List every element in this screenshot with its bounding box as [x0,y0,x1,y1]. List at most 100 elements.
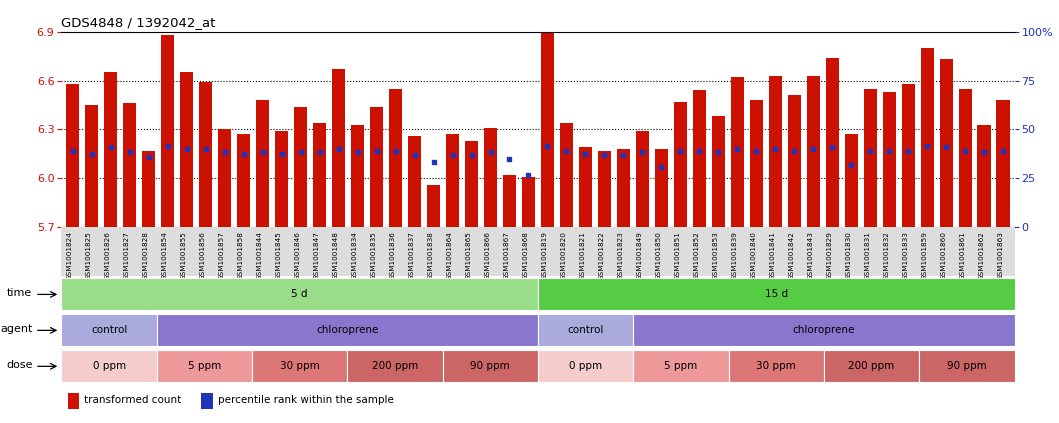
Bar [541,32,554,227]
Bar [920,48,934,227]
Text: dose: dose [6,360,33,370]
Text: GSM1001858: GSM1001858 [237,231,244,280]
Text: 30 ppm: 30 ppm [280,361,320,371]
Text: 15 d: 15 d [765,289,788,299]
Text: GSM1001821: GSM1001821 [579,231,586,280]
Text: GSM1001854: GSM1001854 [162,231,167,280]
Text: 200 ppm: 200 ppm [848,361,895,371]
Bar [522,177,535,227]
Text: GSM1001831: GSM1001831 [864,231,870,280]
Bar [845,135,858,227]
Bar [389,89,402,227]
Bar [294,107,307,227]
Text: GSM1001829: GSM1001829 [826,231,832,280]
Text: GSM1001823: GSM1001823 [617,231,624,280]
Text: GSM1001863: GSM1001863 [998,231,1003,280]
Text: GSM1001860: GSM1001860 [940,231,946,280]
Bar [256,100,269,227]
Text: GSM1001857: GSM1001857 [219,231,225,280]
Text: 0 ppm: 0 ppm [92,361,126,371]
Text: GSM1001852: GSM1001852 [694,231,699,280]
Bar [85,105,98,227]
Text: GSM1001849: GSM1001849 [636,231,643,280]
Text: chloroprene: chloroprene [793,325,855,335]
Bar [142,151,156,227]
Bar [201,393,213,409]
Text: 200 ppm: 200 ppm [372,361,418,371]
Bar [769,76,782,227]
Text: chloroprene: chloroprene [317,325,378,335]
Text: GSM1001847: GSM1001847 [313,231,320,280]
Bar [538,350,633,382]
Text: GSM1001866: GSM1001866 [485,231,490,280]
Text: percentile rank within the sample: percentile rank within the sample [218,395,394,405]
Bar [616,149,630,227]
Text: GSM1001830: GSM1001830 [845,231,851,280]
Bar [997,100,1010,227]
Bar [180,72,194,227]
Bar [465,141,479,227]
Text: GSM1001835: GSM1001835 [371,231,377,280]
Bar [674,102,687,227]
Text: GSM1001848: GSM1001848 [333,231,339,280]
Bar [863,89,877,227]
Text: GSM1001836: GSM1001836 [390,231,396,280]
Text: GSM1001861: GSM1001861 [959,231,965,280]
Text: GSM1001838: GSM1001838 [428,231,433,280]
Bar [731,77,744,227]
Bar [538,314,633,346]
Text: GSM1001865: GSM1001865 [466,231,471,280]
Text: GSM1001833: GSM1001833 [902,231,909,280]
Bar [313,123,326,227]
Bar [370,107,383,227]
Bar [66,84,79,227]
Bar [750,100,762,227]
Text: GDS4848 / 1392042_at: GDS4848 / 1392042_at [61,16,216,29]
Bar [237,135,250,227]
Text: 30 ppm: 30 ppm [756,361,796,371]
Bar [408,136,421,227]
Text: GSM1001862: GSM1001862 [979,231,984,280]
Text: GSM1001864: GSM1001864 [447,231,452,280]
Text: GSM1001851: GSM1001851 [675,231,680,280]
Bar [919,350,1015,382]
Text: 5 ppm: 5 ppm [664,361,698,371]
Bar [61,278,538,310]
Bar [427,185,441,227]
Text: GSM1001845: GSM1001845 [275,231,282,280]
Text: GSM1001856: GSM1001856 [200,231,205,280]
Text: control: control [91,325,127,335]
Text: GSM1001820: GSM1001820 [560,231,567,280]
Bar [729,350,824,382]
Text: GSM1001846: GSM1001846 [294,231,301,280]
Bar [939,59,953,227]
Text: GSM1001828: GSM1001828 [143,231,148,280]
Text: GSM1001844: GSM1001844 [256,231,263,280]
Text: 90 ppm: 90 ppm [470,361,510,371]
Text: GSM1001855: GSM1001855 [181,231,186,280]
Bar [633,350,729,382]
Bar [161,35,175,227]
Bar [157,350,252,382]
Text: time: time [7,288,33,298]
Bar [104,72,118,227]
Text: GSM1001839: GSM1001839 [732,231,737,280]
Bar [61,350,157,382]
Text: 5 ppm: 5 ppm [187,361,221,371]
Bar [68,393,79,409]
Bar [579,147,592,227]
Text: GSM1001868: GSM1001868 [522,231,528,280]
Bar [788,95,801,227]
Text: GSM1001840: GSM1001840 [751,231,756,280]
Text: control: control [568,325,604,335]
Bar [882,92,896,227]
Text: 0 ppm: 0 ppm [569,361,603,371]
Bar [351,124,364,227]
Text: GSM1001824: GSM1001824 [67,231,73,280]
Text: GSM1001837: GSM1001837 [409,231,414,280]
Bar [157,314,538,346]
Bar [807,76,820,227]
Text: GSM1001827: GSM1001827 [124,231,130,280]
Text: agent: agent [0,324,33,334]
Bar [654,149,668,227]
